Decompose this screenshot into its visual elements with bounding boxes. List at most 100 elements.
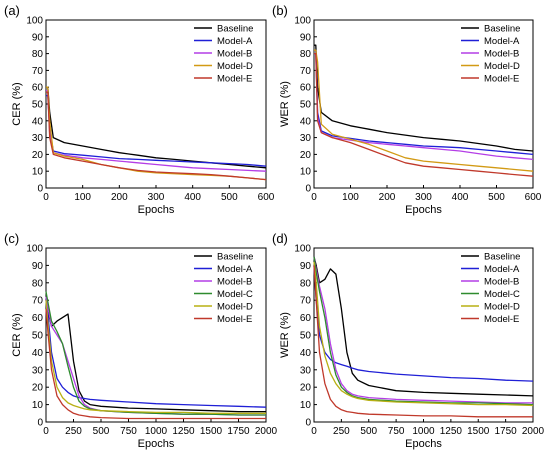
x-tick-label: 100 (74, 192, 91, 203)
y-tick-label: 30 (300, 365, 312, 376)
panel-label: (a) (4, 3, 20, 18)
x-tick-label: 500 (221, 192, 238, 203)
y-tick-label: 60 (300, 313, 312, 324)
legend-label: Model-D (217, 302, 253, 313)
x-tick-label: 1500 (200, 426, 223, 437)
legend-label: Model-C (217, 289, 253, 300)
y-tick-label: 30 (32, 365, 44, 376)
legend-label: Model-E (217, 74, 252, 85)
y-tick-label: 80 (32, 49, 44, 60)
x-tick-label: 1250 (440, 426, 463, 437)
legend-label: Model-B (484, 277, 519, 288)
legend-label: Baseline (484, 24, 520, 35)
legend-label: Model-B (217, 277, 252, 288)
x-tick-label: 500 (93, 426, 110, 437)
y-tick-label: 10 (300, 400, 312, 411)
y-tick-label: 0 (305, 184, 311, 195)
y-tick-label: 100 (26, 244, 43, 255)
chart-panel: (a) 0 10 20 30 40 50 60 70 80 90 100 0 100 200 300 400 50… (4, 3, 275, 216)
y-tick-label: 70 (300, 66, 312, 77)
legend-label: Model-E (484, 314, 519, 325)
x-tick-label: 100 (342, 192, 359, 203)
legend-label: Model-A (484, 36, 520, 47)
x-tick-label: 200 (379, 192, 396, 203)
y-tick-label: 0 (37, 418, 43, 429)
legend-label: Model-E (484, 74, 519, 85)
x-axis-label: Epochs (138, 438, 175, 450)
x-tick-label: 1750 (495, 426, 518, 437)
x-tick-label: 1000 (412, 426, 435, 437)
y-tick-label: 30 (32, 133, 44, 144)
x-tick-label: 2000 (522, 426, 545, 437)
y-tick-label: 100 (294, 16, 311, 27)
series-line (314, 49, 534, 156)
panel-label: (b) (272, 3, 288, 18)
y-tick-label: 40 (300, 348, 312, 359)
x-tick-label: 0 (43, 426, 49, 437)
y-tick-label: 100 (294, 244, 311, 255)
y-tick-label: 90 (300, 261, 312, 272)
series-line (45, 300, 267, 408)
y-tick-label: 0 (305, 418, 311, 429)
x-tick-label: 400 (184, 192, 201, 203)
y-tick-label: 40 (32, 348, 44, 359)
y-tick-label: 90 (32, 32, 44, 43)
legend-label: Model-B (484, 49, 519, 60)
x-tick-label: 600 (525, 192, 542, 203)
x-tick-label: 200 (111, 192, 128, 203)
series-line (46, 94, 267, 167)
y-tick-label: 10 (32, 167, 44, 178)
y-tick-label: 30 (300, 133, 312, 144)
series-line (313, 256, 534, 397)
series-line (313, 261, 534, 407)
y-tick-label: 70 (300, 296, 312, 307)
legend-label: Model-D (217, 61, 253, 72)
y-tick-label: 20 (32, 150, 44, 161)
legend-label: Model-A (484, 264, 520, 275)
x-tick-label: 600 (258, 192, 275, 203)
series-line (313, 256, 534, 406)
series-line (46, 86, 267, 169)
y-tick-label: 40 (32, 116, 44, 127)
y-tick-label: 80 (300, 278, 312, 289)
x-tick-label: 750 (120, 426, 137, 437)
y-tick-label: 70 (32, 296, 44, 307)
x-tick-label: 1250 (172, 426, 195, 437)
legend-label: Baseline (217, 252, 253, 263)
y-tick-label: 20 (300, 383, 312, 394)
series-line (46, 86, 267, 181)
legend-label: Model-D (484, 61, 520, 72)
y-tick-label: 60 (300, 83, 312, 94)
legend-label: Model-B (217, 49, 252, 60)
x-tick-label: 0 (311, 192, 317, 203)
y-tick-label: 60 (32, 83, 44, 94)
x-tick-label: 500 (488, 192, 505, 203)
y-axis-label: WER (%) (279, 81, 291, 127)
series-line (45, 291, 266, 416)
x-tick-label: 250 (333, 426, 350, 437)
panel-label: (d) (272, 231, 288, 246)
y-tick-label: 50 (300, 331, 312, 342)
x-tick-label: 0 (311, 426, 317, 437)
x-tick-label: 250 (65, 426, 82, 437)
series-line (45, 311, 266, 413)
legend-label: Baseline (484, 252, 520, 263)
y-tick-label: 100 (26, 16, 43, 27)
x-tick-label: 750 (388, 426, 405, 437)
y-tick-label: 90 (32, 261, 44, 272)
x-axis-label: Epochs (138, 204, 175, 216)
legend-label: Model-A (217, 264, 253, 275)
y-tick-label: 50 (32, 331, 44, 342)
y-axis-label: CER (%) (11, 313, 23, 356)
legend-label: Model-A (217, 36, 253, 47)
y-axis-label: WER (%) (279, 312, 291, 358)
y-tick-label: 50 (32, 100, 44, 111)
y-tick-label: 0 (37, 184, 43, 195)
legend-label: Model-C (484, 289, 520, 300)
y-tick-label: 80 (300, 49, 312, 60)
x-tick-label: 0 (43, 192, 49, 203)
x-tick-label: 1750 (227, 426, 250, 437)
